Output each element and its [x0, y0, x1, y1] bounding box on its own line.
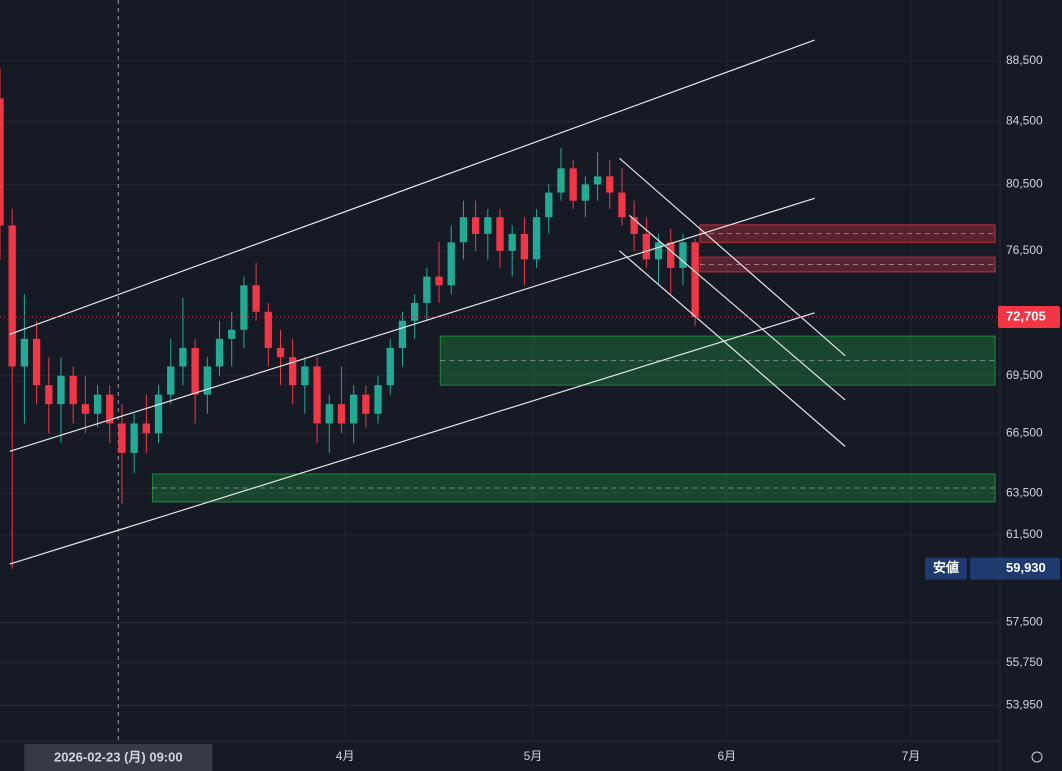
crosshair-label: 2026-02-23 (月) 09:00: [54, 749, 183, 764]
candle-body: [228, 329, 236, 339]
y-tick-label: 66,500: [1006, 425, 1043, 439]
candle-body: [240, 285, 248, 330]
y-tick-label: 57,500: [1006, 615, 1043, 629]
y-tick-label: 53,950: [1006, 698, 1043, 712]
candle-body: [691, 242, 699, 318]
candle-body: [8, 225, 16, 367]
candle-body: [398, 320, 407, 348]
candle-body: [93, 394, 102, 414]
candle-body: [325, 404, 333, 424]
candle-body: [191, 347, 199, 395]
trendline: [619, 250, 846, 447]
low-name: 安値: [933, 560, 959, 575]
candle-body: [532, 217, 541, 260]
y-tick-label: 61,500: [1006, 527, 1043, 541]
candle-body: [179, 347, 187, 367]
y-tick-label: 55,750: [1006, 655, 1043, 669]
candle-body: [215, 338, 224, 367]
candle-body: [679, 242, 687, 268]
x-tick-label: 7月: [902, 749, 921, 763]
settings-icon[interactable]: [1031, 751, 1043, 763]
y-tick-label: 69,500: [1006, 368, 1043, 382]
candle-body: [484, 217, 492, 234]
low-name-badge: [925, 557, 967, 580]
candle-body: [81, 404, 90, 414]
candle-body: [410, 302, 419, 321]
candle-body: [545, 192, 553, 218]
candle-body: [654, 242, 663, 260]
candle-body: [557, 168, 565, 193]
candle-body: [350, 394, 358, 424]
candle-body: [496, 217, 504, 251]
candle-body: [69, 375, 77, 405]
candle-body: [374, 385, 382, 414]
candle-body: [32, 338, 41, 386]
y-tick-label: 88,500: [1006, 53, 1043, 67]
candle-body: [642, 233, 650, 260]
crosshair-label-bg: [24, 744, 213, 771]
y-tick-label: 80,500: [1006, 177, 1043, 191]
low-value: 59,930: [1006, 560, 1046, 575]
trendline: [9, 39, 815, 335]
candle-body: [154, 394, 163, 434]
candle-body: [252, 285, 260, 312]
candle-body: [471, 217, 480, 234]
trendline: [628, 214, 846, 401]
candle-body: [313, 366, 321, 424]
candle-body: [423, 276, 431, 303]
candle-body: [459, 217, 468, 243]
candle-body: [118, 423, 126, 453]
candle-body: [106, 394, 114, 424]
candle-body: [337, 404, 346, 424]
x-tick-label: 5月: [524, 749, 543, 763]
last-price-badge: [998, 306, 1060, 329]
candle-body: [0, 98, 4, 226]
candle-body: [203, 366, 211, 395]
trendline: [9, 197, 815, 452]
x-tick-label: 4月: [336, 749, 355, 763]
candle-body: [264, 311, 272, 348]
x-tick-label: 6月: [717, 749, 736, 763]
candle-body: [581, 184, 590, 201]
y-tick-label: 84,500: [1006, 113, 1043, 127]
candle-body: [386, 347, 394, 386]
candle-body: [447, 242, 455, 286]
candle-body: [606, 176, 614, 193]
y-tick-label: 76,500: [1006, 243, 1043, 257]
low-value-badge: [970, 557, 1060, 580]
candle-body: [520, 233, 529, 260]
candle-body: [630, 217, 638, 234]
trendline: [9, 312, 815, 565]
candle-body: [276, 347, 285, 358]
candle-body: [57, 375, 65, 405]
candle-body: [569, 168, 577, 201]
candle-body: [289, 357, 297, 386]
candle-body: [45, 385, 53, 405]
candle-body: [435, 276, 443, 286]
candle-body: [301, 366, 309, 386]
last-price-label: 72,705: [1006, 308, 1046, 323]
candle-body: [130, 423, 138, 453]
candle-body: [508, 233, 516, 251]
candle-body: [593, 176, 602, 185]
y-tick-label: 63,500: [1006, 485, 1043, 499]
candle-body: [20, 338, 29, 367]
candle-body: [362, 394, 370, 414]
candle-body: [667, 242, 675, 268]
candle-body: [142, 423, 150, 434]
candle-body: [167, 366, 175, 395]
trendline: [619, 157, 846, 357]
candle-body: [618, 192, 626, 218]
